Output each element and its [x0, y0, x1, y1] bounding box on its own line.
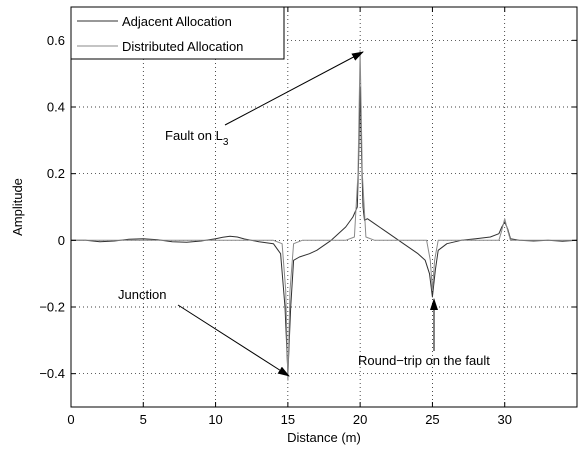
annotation-round-trip: Round−trip on the fault	[358, 298, 490, 368]
annotation-fault-label: Fault on L3	[165, 128, 229, 148]
y-tick-label: 0.6	[47, 33, 65, 48]
legend-label-adjacent: Adjacent Allocation	[122, 14, 232, 29]
x-tick-label: 5	[140, 412, 147, 427]
x-tick-label: 15	[281, 412, 295, 427]
y-tick-label: 0.4	[47, 100, 65, 115]
legend-label-distributed: Distributed Allocation	[122, 39, 243, 54]
legend-box	[70, 6, 285, 60]
annotation-fault: Fault on L3	[165, 51, 364, 148]
series-lines	[71, 49, 578, 381]
y-tick-label: 0	[58, 233, 65, 248]
y-tick-label: −0.4	[39, 366, 65, 381]
annotations: Fault on L3 Junction Round−trip on the f…	[118, 51, 490, 377]
axis-ticks: 0 5 10 15 20 25 30 −0.4 −0.2 0 0.2 0.4 0.6	[39, 7, 577, 427]
x-tick-label: 20	[353, 412, 367, 427]
y-tick-label: 0.2	[47, 166, 65, 181]
y-axis-label: Amplitude	[10, 178, 25, 236]
y-tick-label: −0.2	[39, 300, 65, 315]
annotation-round-trip-label: Round−trip on the fault	[358, 353, 490, 368]
plot-frame	[70, 6, 578, 408]
x-tick-label: 0	[67, 412, 74, 427]
x-axis-label: Distance (m)	[287, 430, 361, 445]
legend: Adjacent Allocation Distributed Allocati…	[70, 6, 285, 60]
x-tick-label: 30	[497, 412, 511, 427]
series-line-distributed	[71, 49, 577, 381]
annotation-junction-arrow	[177, 304, 290, 377]
annotation-fault-arrow	[224, 51, 364, 126]
x-tick-label: 25	[425, 412, 439, 427]
x-tick-label: 10	[208, 412, 222, 427]
annotation-junction-label: Junction	[118, 287, 166, 302]
annotation-junction: Junction	[118, 287, 290, 377]
